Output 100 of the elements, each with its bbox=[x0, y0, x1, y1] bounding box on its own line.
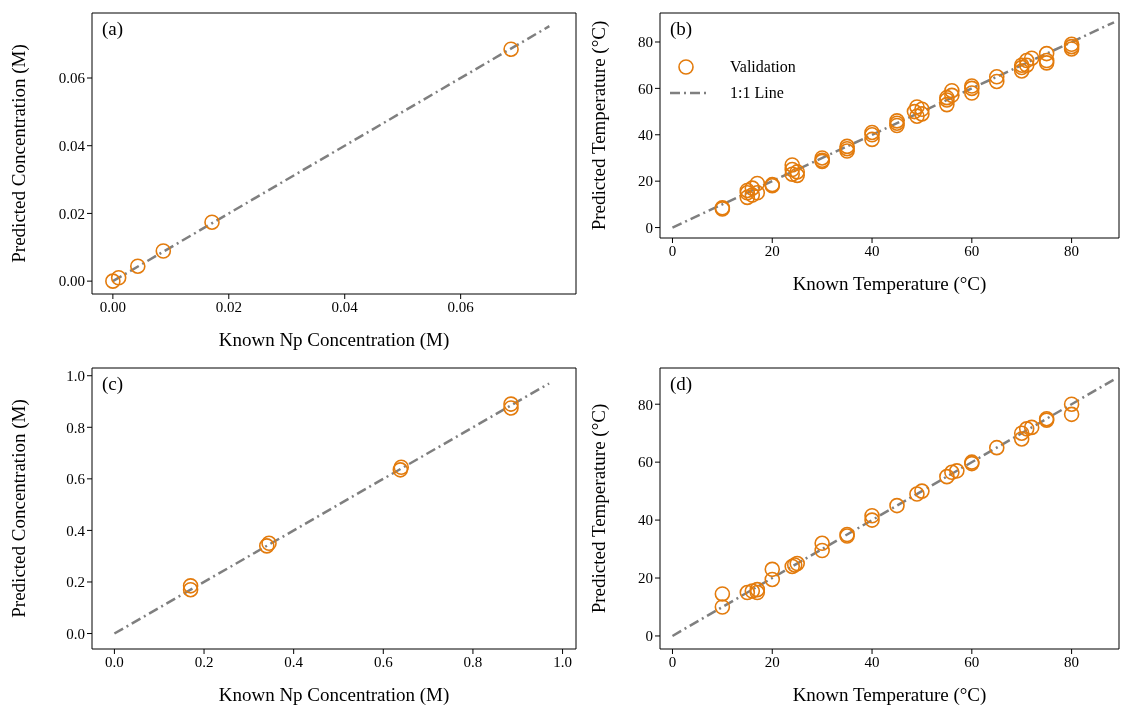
point bbox=[814, 150, 830, 166]
point bbox=[182, 581, 199, 598]
y-tick-label: 20 bbox=[638, 173, 653, 190]
x-tick-label: 80 bbox=[1064, 653, 1080, 670]
point bbox=[988, 73, 1005, 90]
point bbox=[764, 571, 781, 588]
y-tick-label: 0.04 bbox=[58, 138, 86, 155]
annotation: (d) bbox=[670, 373, 693, 395]
point bbox=[714, 586, 731, 602]
point bbox=[714, 599, 731, 615]
x-tick-label: 0.0 bbox=[105, 653, 124, 670]
point bbox=[914, 106, 930, 122]
point bbox=[789, 164, 805, 180]
x-tick-label: 0.06 bbox=[447, 298, 475, 315]
y-tick-label: 0.0 bbox=[66, 625, 85, 642]
point bbox=[749, 184, 766, 201]
point bbox=[1013, 425, 1030, 441]
point bbox=[914, 101, 930, 118]
point bbox=[503, 396, 519, 412]
x-tick-label: 0 bbox=[668, 653, 677, 670]
point bbox=[105, 273, 121, 289]
point bbox=[784, 161, 801, 178]
x-tick-label: 60 bbox=[964, 242, 980, 259]
point bbox=[939, 468, 955, 485]
point bbox=[1063, 406, 1080, 423]
point bbox=[988, 439, 1005, 456]
annotation: (b) bbox=[670, 18, 693, 40]
x-tick-label: 60 bbox=[964, 653, 980, 670]
point bbox=[1013, 63, 1030, 79]
x-axis-title: Known Temperature (°C) bbox=[792, 684, 987, 706]
x-tick-label: 1.0 bbox=[553, 653, 572, 670]
point bbox=[744, 187, 761, 203]
point bbox=[964, 85, 980, 101]
y-tick-label: 60 bbox=[638, 454, 653, 471]
x-axis-title: Known Np Concentration (M) bbox=[218, 329, 450, 351]
y-axis-title: Predicted Temperature (°C) bbox=[587, 20, 610, 231]
point bbox=[739, 584, 756, 601]
point bbox=[155, 243, 172, 259]
point bbox=[1018, 421, 1035, 437]
x-tick-label: 0.2 bbox=[194, 653, 214, 670]
y-tick-label: 40 bbox=[638, 512, 653, 529]
x-tick-label: 40 bbox=[864, 242, 880, 259]
annotation: (c) bbox=[102, 373, 124, 395]
y-axis-title: Predicted Concentration (M) bbox=[7, 399, 30, 618]
point bbox=[909, 108, 925, 125]
y-tick-label: 40 bbox=[638, 127, 653, 144]
point bbox=[764, 561, 781, 578]
x-tick-label: 0.8 bbox=[463, 653, 483, 670]
point bbox=[939, 96, 955, 113]
x-tick-label: 80 bbox=[1064, 242, 1080, 259]
x-tick-label: 20 bbox=[764, 653, 780, 670]
y-tick-label: 0.4 bbox=[66, 522, 86, 539]
point bbox=[909, 486, 925, 502]
y-tick-label: 0.02 bbox=[58, 205, 85, 222]
y-tick-label: 60 bbox=[638, 80, 653, 97]
x-tick-label: 40 bbox=[864, 653, 880, 670]
y-tick-label: 0.8 bbox=[66, 419, 85, 436]
y-tick-label: 0.2 bbox=[66, 574, 85, 591]
point bbox=[1018, 52, 1035, 69]
legend-label: Validation bbox=[730, 58, 796, 76]
point bbox=[503, 41, 519, 58]
y-axis-title: Predicted Temperature (°C) bbox=[587, 403, 610, 614]
point bbox=[906, 103, 923, 120]
y-tick-label: 20 bbox=[638, 570, 653, 587]
point bbox=[864, 507, 880, 524]
y-tick-label: 0 bbox=[645, 219, 653, 236]
point bbox=[864, 512, 880, 528]
point bbox=[182, 578, 199, 594]
point bbox=[784, 157, 801, 173]
annotation: (a) bbox=[102, 18, 124, 40]
x-tick-label: 0.00 bbox=[99, 298, 126, 315]
point bbox=[1023, 50, 1040, 67]
point bbox=[1063, 396, 1080, 413]
point bbox=[749, 175, 766, 192]
point bbox=[1023, 419, 1040, 436]
point bbox=[944, 87, 960, 104]
y-tick-label: 1.0 bbox=[66, 368, 85, 385]
point bbox=[204, 214, 220, 231]
point bbox=[944, 464, 960, 481]
x-tick-label: 20 bbox=[764, 242, 780, 259]
point bbox=[1038, 45, 1055, 62]
x-axis-title: Known Temperature (°C) bbox=[792, 273, 987, 295]
point bbox=[744, 180, 761, 196]
point bbox=[789, 167, 805, 184]
y-tick-label: 80 bbox=[638, 396, 653, 413]
point bbox=[864, 131, 880, 148]
y-tick-label: 0.6 bbox=[66, 471, 86, 488]
point bbox=[944, 82, 960, 99]
x-tick-label: 0.6 bbox=[373, 653, 394, 670]
point bbox=[949, 463, 965, 479]
point bbox=[1018, 57, 1035, 73]
point bbox=[784, 166, 801, 183]
x-tick-label: 0.4 bbox=[284, 653, 304, 670]
legend-label: 1:1 Line bbox=[730, 84, 784, 102]
x-tick-label: 0.04 bbox=[331, 298, 359, 315]
y-tick-label: 0.06 bbox=[58, 70, 86, 87]
x-tick-label: 0 bbox=[668, 242, 677, 259]
point bbox=[1013, 431, 1030, 447]
y-tick-label: 0.00 bbox=[58, 273, 85, 290]
x-tick-label: 0.02 bbox=[215, 298, 242, 315]
